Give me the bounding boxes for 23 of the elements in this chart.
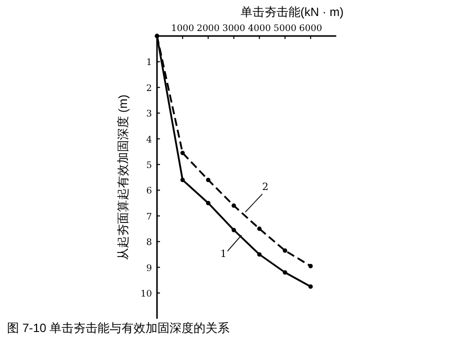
y-tick-label: 2	[146, 84, 152, 94]
annotation: 1	[220, 234, 242, 260]
y-tick-label: 9	[146, 264, 152, 274]
annotation: 2	[262, 182, 269, 194]
y-tick-label: 10	[140, 290, 152, 300]
y-tick-label: 4	[146, 135, 152, 146]
x-tick-label: 1000	[171, 24, 194, 34]
y-tick-label: 7	[146, 212, 152, 222]
x-tick-label: 5000	[274, 24, 297, 34]
y-tick-label: 8	[146, 238, 152, 248]
x-tick-label: 4000	[248, 24, 272, 34]
x-axis-title: 单击夯击能(kN · m)	[240, 5, 344, 19]
y-tick-label: 1	[146, 58, 152, 68]
y-tick-label: 3	[146, 110, 152, 120]
x-tick-label: 2000	[196, 24, 220, 34]
x-tick-label: 6000	[299, 24, 322, 34]
annotation: 2	[244, 182, 268, 212]
y-tick-label: 5	[146, 161, 152, 171]
y-tick-label: 6	[146, 186, 152, 197]
x-tick-label: 3000	[222, 24, 246, 34]
caption: 图 7-10 单击夯击能与有效加固深度的关系	[7, 321, 230, 335]
y-axis-title: 从起夯面算起有效加固深度 (m)	[116, 94, 130, 260]
annotation: 1	[220, 249, 227, 260]
